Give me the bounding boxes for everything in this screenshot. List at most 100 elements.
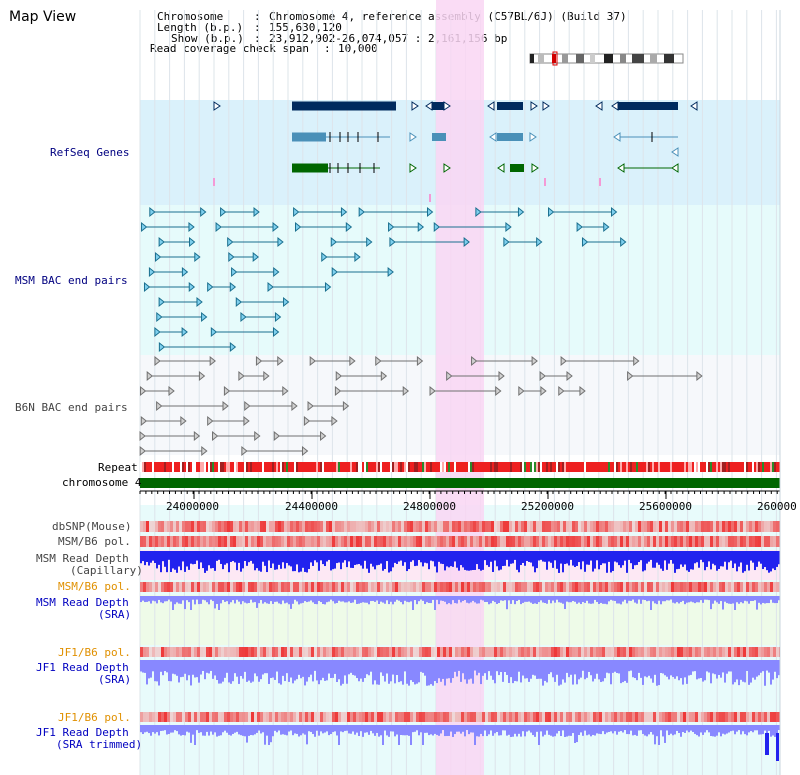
depth-bar (528, 725, 530, 731)
depth-bar (204, 725, 206, 736)
depth-bar (762, 660, 764, 672)
depth-bar (154, 725, 156, 734)
depth-bar (730, 725, 732, 732)
pol-cell (491, 582, 494, 592)
repeat-element (492, 462, 494, 472)
depth-bar (774, 660, 776, 672)
depth-bar (694, 725, 696, 734)
pol-cell (323, 712, 326, 722)
pol-cell (206, 647, 209, 657)
depth-bar (318, 551, 320, 571)
pol-cell (281, 582, 284, 592)
pol-cell (383, 712, 386, 722)
track-label-b6n-bac[interactable]: B6N BAC end pairs (15, 401, 128, 414)
repeat-element (192, 462, 194, 472)
bac-end-arrow (633, 355, 640, 367)
repeat-element (404, 462, 406, 472)
depth-bar (692, 551, 694, 570)
pol-cell (428, 647, 431, 657)
track-label-msm-bac[interactable]: MSM BAC end pairs (15, 274, 128, 287)
depth-bar (182, 660, 184, 677)
depth-bar (592, 551, 594, 572)
depth-bar (596, 660, 598, 674)
depth-bar (502, 660, 504, 682)
pol-cell (347, 521, 350, 532)
pol-cell (710, 582, 713, 592)
pol-cell (290, 647, 293, 657)
depth-bar (684, 660, 686, 678)
repeat-element (594, 462, 596, 472)
depth-bar (650, 596, 652, 610)
bac-end-arrow (243, 415, 250, 427)
depth-bar (232, 596, 234, 601)
depth-bar (356, 551, 358, 565)
pol-cell (374, 582, 377, 592)
bac-end-arrow (168, 385, 175, 397)
pol-cell (371, 712, 374, 722)
depth-bar (694, 551, 696, 564)
depth-bar (148, 596, 150, 602)
pol-cell (230, 521, 233, 532)
depth-bar (572, 725, 574, 734)
depth-bar (540, 725, 542, 732)
pol-cell (428, 536, 431, 547)
depth-bar (614, 551, 616, 562)
depth-bar (744, 596, 746, 601)
depth-bar (762, 551, 764, 570)
pol-cell (308, 647, 311, 657)
depth-bar (752, 660, 754, 678)
repeat-element (660, 462, 662, 472)
depth-bar (700, 551, 702, 560)
depth-bar (540, 660, 542, 679)
pol-cell (149, 647, 152, 657)
depth-bar (582, 725, 584, 736)
pol-cell (233, 712, 236, 722)
pol-cell (389, 712, 392, 722)
pol-cell (515, 647, 518, 657)
depth-bar (200, 551, 202, 563)
pol-cell (350, 712, 353, 722)
colon-3: : (254, 32, 261, 45)
pol-cell (158, 582, 161, 592)
depth-bar (774, 596, 776, 604)
pol-cell (479, 536, 482, 547)
repeat-element (150, 462, 152, 472)
pol-cell (674, 582, 677, 592)
depth-bar (342, 596, 344, 602)
pol-cell (635, 647, 638, 657)
depth-bar (564, 551, 566, 565)
repeat-element (308, 462, 310, 472)
depth-bar (668, 660, 670, 680)
depth-bar (704, 551, 706, 571)
pol-cell (599, 536, 602, 547)
pol-cell (338, 712, 341, 722)
pol-cell (308, 521, 311, 532)
depth-bar (734, 596, 736, 610)
depth-bar (452, 725, 454, 737)
depth-bar (670, 660, 672, 676)
depth-bar (504, 596, 506, 601)
pol-cell (707, 582, 710, 592)
depth-bar (364, 551, 366, 561)
depth-bar (566, 660, 568, 673)
pol-cell (689, 647, 692, 657)
depth-bar (402, 660, 404, 685)
depth-bar (650, 725, 652, 733)
depth-bar (502, 596, 504, 601)
pol-cell (362, 536, 365, 547)
pol-cell (662, 712, 665, 722)
depth-bar (778, 660, 780, 676)
depth-bar (764, 660, 766, 686)
depth-bar (376, 551, 378, 566)
depth-bar (326, 551, 328, 562)
pol-cell (164, 521, 167, 532)
repeat-element (372, 462, 374, 472)
bac-end-arrow (293, 206, 300, 218)
pol-cell (392, 582, 395, 592)
track-label-refseq[interactable]: RefSeq Genes (50, 146, 130, 159)
length-value: 155,630,120 (269, 21, 342, 34)
pol-cell (716, 582, 719, 592)
depth-bar (304, 596, 306, 602)
pol-cell (191, 582, 194, 592)
